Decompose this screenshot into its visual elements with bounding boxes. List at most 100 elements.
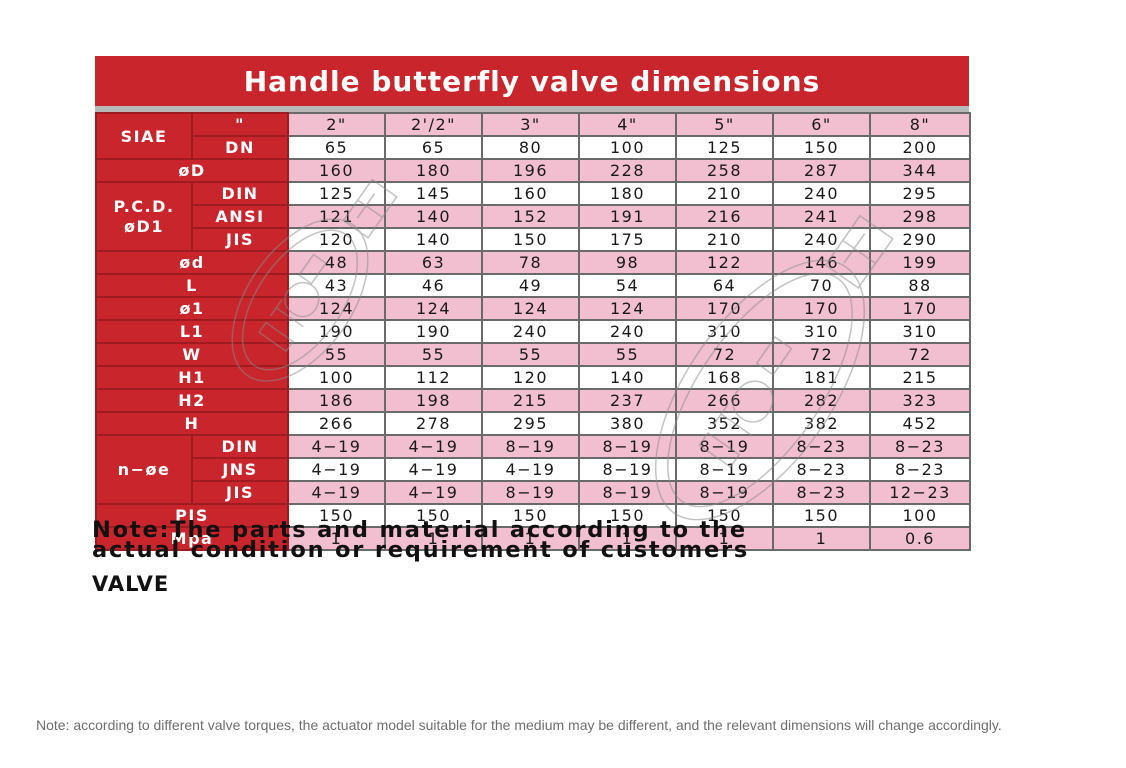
value-cell: 8−23 — [772, 434, 871, 459]
dimension-header: W — [95, 342, 289, 367]
value-cell: 8−23 — [772, 480, 871, 505]
dimension-table: SIAE " 2" 2'/2" 3" 4" 5" 6" 8" DN 65 65 80 100 125 150 2… — [95, 112, 971, 551]
dimension-header: H1 — [95, 365, 289, 390]
value-cell: 215 — [481, 388, 580, 413]
bolt-header: n−øe — [95, 434, 193, 505]
value-cell: 4−19 — [287, 457, 386, 482]
value-cell: 122 — [675, 250, 774, 275]
value-cell: 12−23 — [869, 480, 971, 505]
value-cell: 240 — [578, 319, 677, 344]
value-cell: 8−19 — [675, 434, 774, 459]
footnote: Note: according to different valve torqu… — [36, 717, 1002, 733]
value-cell: 186 — [287, 388, 386, 413]
bolt-standard-header: JIS — [191, 480, 289, 505]
value-cell: 228 — [578, 158, 677, 183]
value-cell: 8−19 — [578, 480, 677, 505]
value-cell: 240 — [772, 227, 871, 252]
table-row: ANSI 121 140 152 191 216 241 298 — [96, 204, 971, 229]
value-cell: 8−19 — [481, 434, 580, 459]
table-row: H 266 278 295 380 352 382 452 — [95, 411, 971, 436]
value-cell: 100 — [578, 135, 677, 160]
value-cell: 170 — [772, 296, 871, 321]
dimension-header: L — [95, 273, 289, 298]
value-cell: 258 — [675, 158, 774, 183]
value-cell: 278 — [384, 411, 483, 436]
value-cell: 5" — [675, 112, 774, 137]
inch-header: " — [191, 112, 289, 137]
value-cell: 8−19 — [675, 480, 774, 505]
value-cell: 3" — [481, 112, 580, 137]
value-cell: 46 — [384, 273, 483, 298]
value-cell: 170 — [675, 296, 774, 321]
value-cell: 4−19 — [384, 480, 483, 505]
value-cell: 140 — [384, 227, 483, 252]
value-cell: 4−19 — [481, 457, 580, 482]
value-cell: 8−23 — [772, 457, 871, 482]
value-cell: 196 — [481, 158, 580, 183]
value-cell: 160 — [287, 158, 386, 183]
value-cell: 120 — [481, 365, 580, 390]
dimension-header: H — [95, 411, 289, 436]
od-header: øD — [95, 158, 289, 183]
value-cell: 55 — [287, 342, 386, 367]
value-cell: 198 — [384, 388, 483, 413]
value-cell: 175 — [578, 227, 677, 252]
value-cell: 72 — [869, 342, 971, 367]
value-cell: 4−19 — [384, 434, 483, 459]
value-cell: 124 — [578, 296, 677, 321]
table-row: JNS 4−19 4−19 4−19 8−19 8−19 8−23 8−23 — [96, 457, 971, 482]
value-cell: 8−19 — [675, 457, 774, 482]
table-row: n−øe DIN 4−19 4−19 8−19 8−19 8−19 8−23 8−23 — [95, 434, 971, 505]
value-cell: 1 — [287, 526, 386, 551]
value-cell: 168 — [675, 365, 774, 390]
pcd-standard-header: DIN — [191, 181, 289, 206]
value-cell: 170 — [869, 296, 971, 321]
value-cell: 1 — [384, 526, 483, 551]
value-cell: 121 — [287, 204, 386, 229]
value-cell: 452 — [869, 411, 971, 436]
value-cell: 152 — [481, 204, 580, 229]
dimension-header: H2 — [95, 388, 289, 413]
value-cell: 310 — [772, 319, 871, 344]
value-cell: 8−23 — [869, 457, 971, 482]
pcd-header: P.C.D. øD1 — [95, 181, 193, 252]
value-cell: 64 — [675, 273, 774, 298]
table-row: H1 100 112 120 140 168 181 215 — [95, 365, 971, 390]
value-cell: 8" — [869, 112, 971, 137]
value-cell: 352 — [675, 411, 774, 436]
value-cell: 72 — [772, 342, 871, 367]
dimension-header: ø1 — [95, 296, 289, 321]
title-divider — [95, 106, 969, 112]
parts-note: Note:The parts and material according to… — [92, 519, 972, 562]
value-cell: 8−23 — [869, 434, 971, 459]
value-cell: 241 — [772, 204, 871, 229]
value-cell: 216 — [675, 204, 774, 229]
value-cell: 55 — [481, 342, 580, 367]
value-cell: 43 — [287, 273, 386, 298]
value-cell: 125 — [287, 181, 386, 206]
table-row: L1 190 190 240 240 310 310 310 — [95, 319, 971, 344]
value-cell: 210 — [675, 181, 774, 206]
value-cell: 2'/2" — [384, 112, 483, 137]
value-cell: 65 — [384, 135, 483, 160]
value-cell: 1 — [481, 526, 580, 551]
value-cell: 180 — [384, 158, 483, 183]
table-row: JIS 4−19 4−19 8−19 8−19 8−19 8−23 12−23 — [96, 480, 971, 505]
value-cell: 4−19 — [287, 480, 386, 505]
table-row: L 43 46 49 54 64 70 88 — [95, 273, 971, 298]
value-cell: 160 — [481, 181, 580, 206]
value-cell: 72 — [675, 342, 774, 367]
value-cell: 124 — [287, 296, 386, 321]
value-cell: 146 — [772, 250, 871, 275]
table-row: H2 186 198 215 237 266 282 323 — [95, 388, 971, 413]
value-cell: 88 — [869, 273, 971, 298]
value-cell: 124 — [384, 296, 483, 321]
value-cell: 145 — [384, 181, 483, 206]
value-cell: 54 — [578, 273, 677, 298]
value-cell: 380 — [578, 411, 677, 436]
value-cell: 6" — [772, 112, 871, 137]
value-cell: 150 — [287, 503, 386, 528]
value-cell: 150 — [384, 503, 483, 528]
table-row: SIAE " 2" 2'/2" 3" 4" 5" 6" 8" — [95, 112, 971, 160]
value-cell: 323 — [869, 388, 971, 413]
